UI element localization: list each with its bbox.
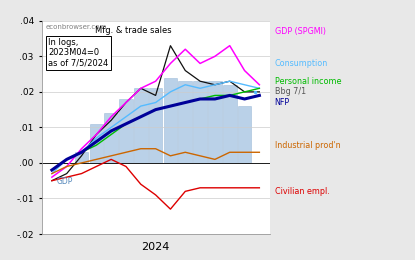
Bar [238, 106, 251, 163]
Text: In logs,
2023M04=0
as of 7/5/2024: In logs, 2023M04=0 as of 7/5/2024 [49, 38, 109, 68]
Text: NFP: NFP [275, 98, 290, 107]
Text: Civilian empl.: Civilian empl. [275, 187, 330, 196]
Bar [149, 88, 162, 163]
Text: GDP (SPGMI): GDP (SPGMI) [275, 27, 326, 36]
Bar [208, 81, 222, 163]
Text: 2024: 2024 [142, 242, 170, 252]
Text: Personal income: Personal income [275, 77, 341, 86]
Text: econbrowser.com: econbrowser.com [46, 24, 107, 30]
Text: Industrial prod'n: Industrial prod'n [275, 141, 340, 150]
Bar [178, 81, 192, 163]
Text: Mfg. & trade sales: Mfg. & trade sales [95, 26, 172, 35]
Text: Bbg 7/1: Bbg 7/1 [275, 87, 306, 96]
Text: GDP: GDP [56, 177, 73, 186]
Bar [104, 113, 118, 163]
Bar [90, 124, 103, 163]
Bar [193, 81, 207, 163]
Bar [119, 99, 133, 163]
Bar [134, 88, 148, 163]
Bar [75, 152, 88, 163]
Bar [223, 85, 237, 163]
Bar [164, 78, 177, 163]
Text: Consumption: Consumption [275, 59, 328, 68]
